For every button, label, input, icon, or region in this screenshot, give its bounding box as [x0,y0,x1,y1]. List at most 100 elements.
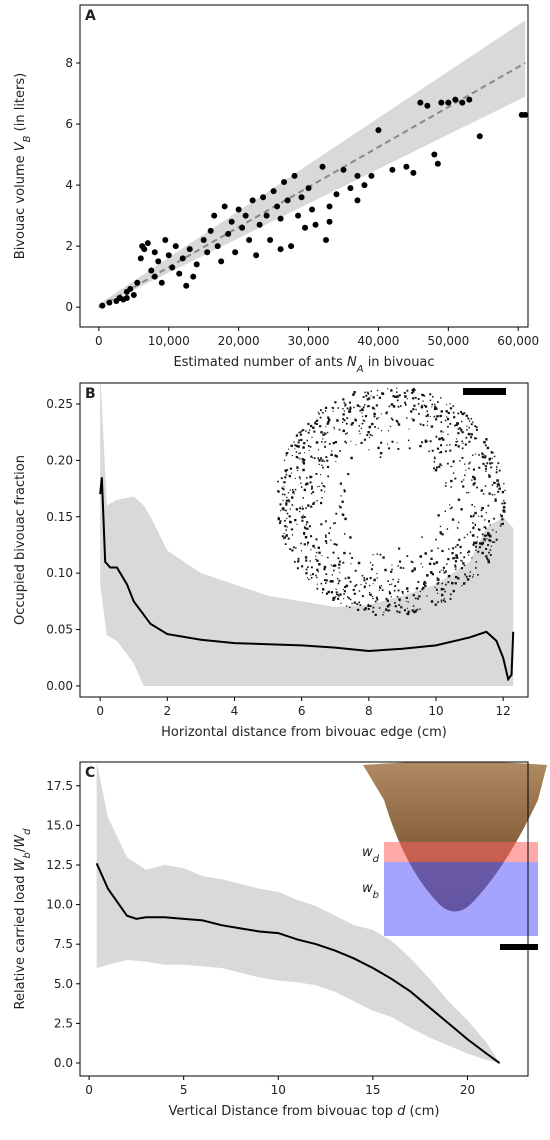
label-part: A [356,364,364,375]
y-tick-label: 0.20 [46,453,73,467]
point [123,295,130,302]
y-tick-label: 0.25 [46,397,73,411]
label-part: Horizontal distance from bivouac edge (c… [161,725,447,740]
point [267,237,274,244]
y-tick-label: 0.15 [46,510,73,524]
point [459,99,466,106]
point [417,99,424,106]
y-tick-label: 17.5 [46,779,73,793]
point [305,185,312,192]
point [151,249,158,256]
panel-label: C [85,765,95,781]
point [204,249,211,256]
y-tick-label: 10.0 [46,898,73,912]
point [151,273,158,280]
plot-area [99,383,515,686]
scale-bar [500,944,538,950]
point [134,279,141,286]
label-part: (cm) [405,1104,439,1119]
plot-area [95,762,501,1064]
label-part: (in liters) [13,73,28,136]
point [141,246,148,253]
point [281,179,288,186]
label-part: B [22,135,33,142]
confidence-band [98,20,526,308]
x-tick-label: 0 [85,1083,93,1097]
point [207,227,214,234]
point [211,212,218,219]
label-part: w [362,845,373,860]
plot-area [98,20,528,309]
point [176,270,183,277]
point [522,111,528,118]
x-axis-label: Estimated number of ants NA in bivouac [173,355,434,375]
point [434,160,441,167]
point [466,96,473,103]
point [319,163,326,170]
x-tick-label: 6 [298,704,306,718]
label-part: Estimated number of ants [173,355,347,370]
point [291,172,298,179]
point [221,203,228,210]
point [179,255,186,262]
point [298,194,305,201]
label-part: d [397,1104,406,1119]
point [232,249,239,256]
point [200,237,207,244]
x-tick-label: 10 [428,704,443,718]
y-tick-label: 2.5 [54,1016,73,1030]
y-axis-label: Occupied bivouac fraction [13,455,28,625]
axes-frame [79,761,529,1077]
label-part: N [347,355,357,370]
y-tick-label: 4 [65,178,73,192]
scale-bar [463,388,506,395]
x-axis-label: Vertical Distance from bivouac top d (cm… [169,1104,440,1119]
point [354,172,361,179]
y-axis-label: Bivouac volume VB (in liters) [13,73,33,259]
inset-wd-band [384,842,538,862]
confidence-band [100,383,514,686]
label-part: Occupied bivouac fraction [13,455,28,625]
point [172,243,179,250]
label-part: b [373,890,379,901]
label-part: Vertical Distance from bivouac top [169,1104,398,1119]
point [246,237,253,244]
point [235,206,242,213]
point [403,163,410,170]
x-tick-label: 8 [365,704,373,718]
point [445,99,452,106]
label-part: in bivouac [364,355,435,370]
label-part: d [373,854,380,865]
x-tick-label: 0 [95,334,103,348]
confidence-band [96,762,500,1064]
y-tick-label: 0.10 [46,566,73,580]
point [260,194,267,201]
y-tick-label: 0 [65,300,73,314]
x-tick-label: 10,000 [148,334,190,348]
point [302,224,309,231]
point [277,215,284,222]
point [263,212,270,219]
x-tick-label: 12 [496,704,511,718]
point [424,102,431,109]
point [333,191,340,198]
y-tick-label: 7.5 [54,937,73,951]
label-part: b [22,852,33,858]
point [169,264,176,271]
y-tick-label: 6 [65,117,73,131]
y-tick-label: 0.0 [54,1056,73,1070]
x-tick-label: 30,000 [288,334,330,348]
point [155,258,162,265]
x-tick-label: 40,000 [357,334,399,348]
point [410,169,417,176]
axes-frame [79,382,529,698]
point [148,267,155,274]
panel-label: B [85,386,96,402]
point [165,252,172,259]
point [476,133,483,140]
inset-wb-band [384,862,538,936]
x-tick-label: 20 [460,1083,475,1097]
point [354,197,361,204]
y-axis-label: Relative carried load Wb/Wd [13,828,33,1010]
